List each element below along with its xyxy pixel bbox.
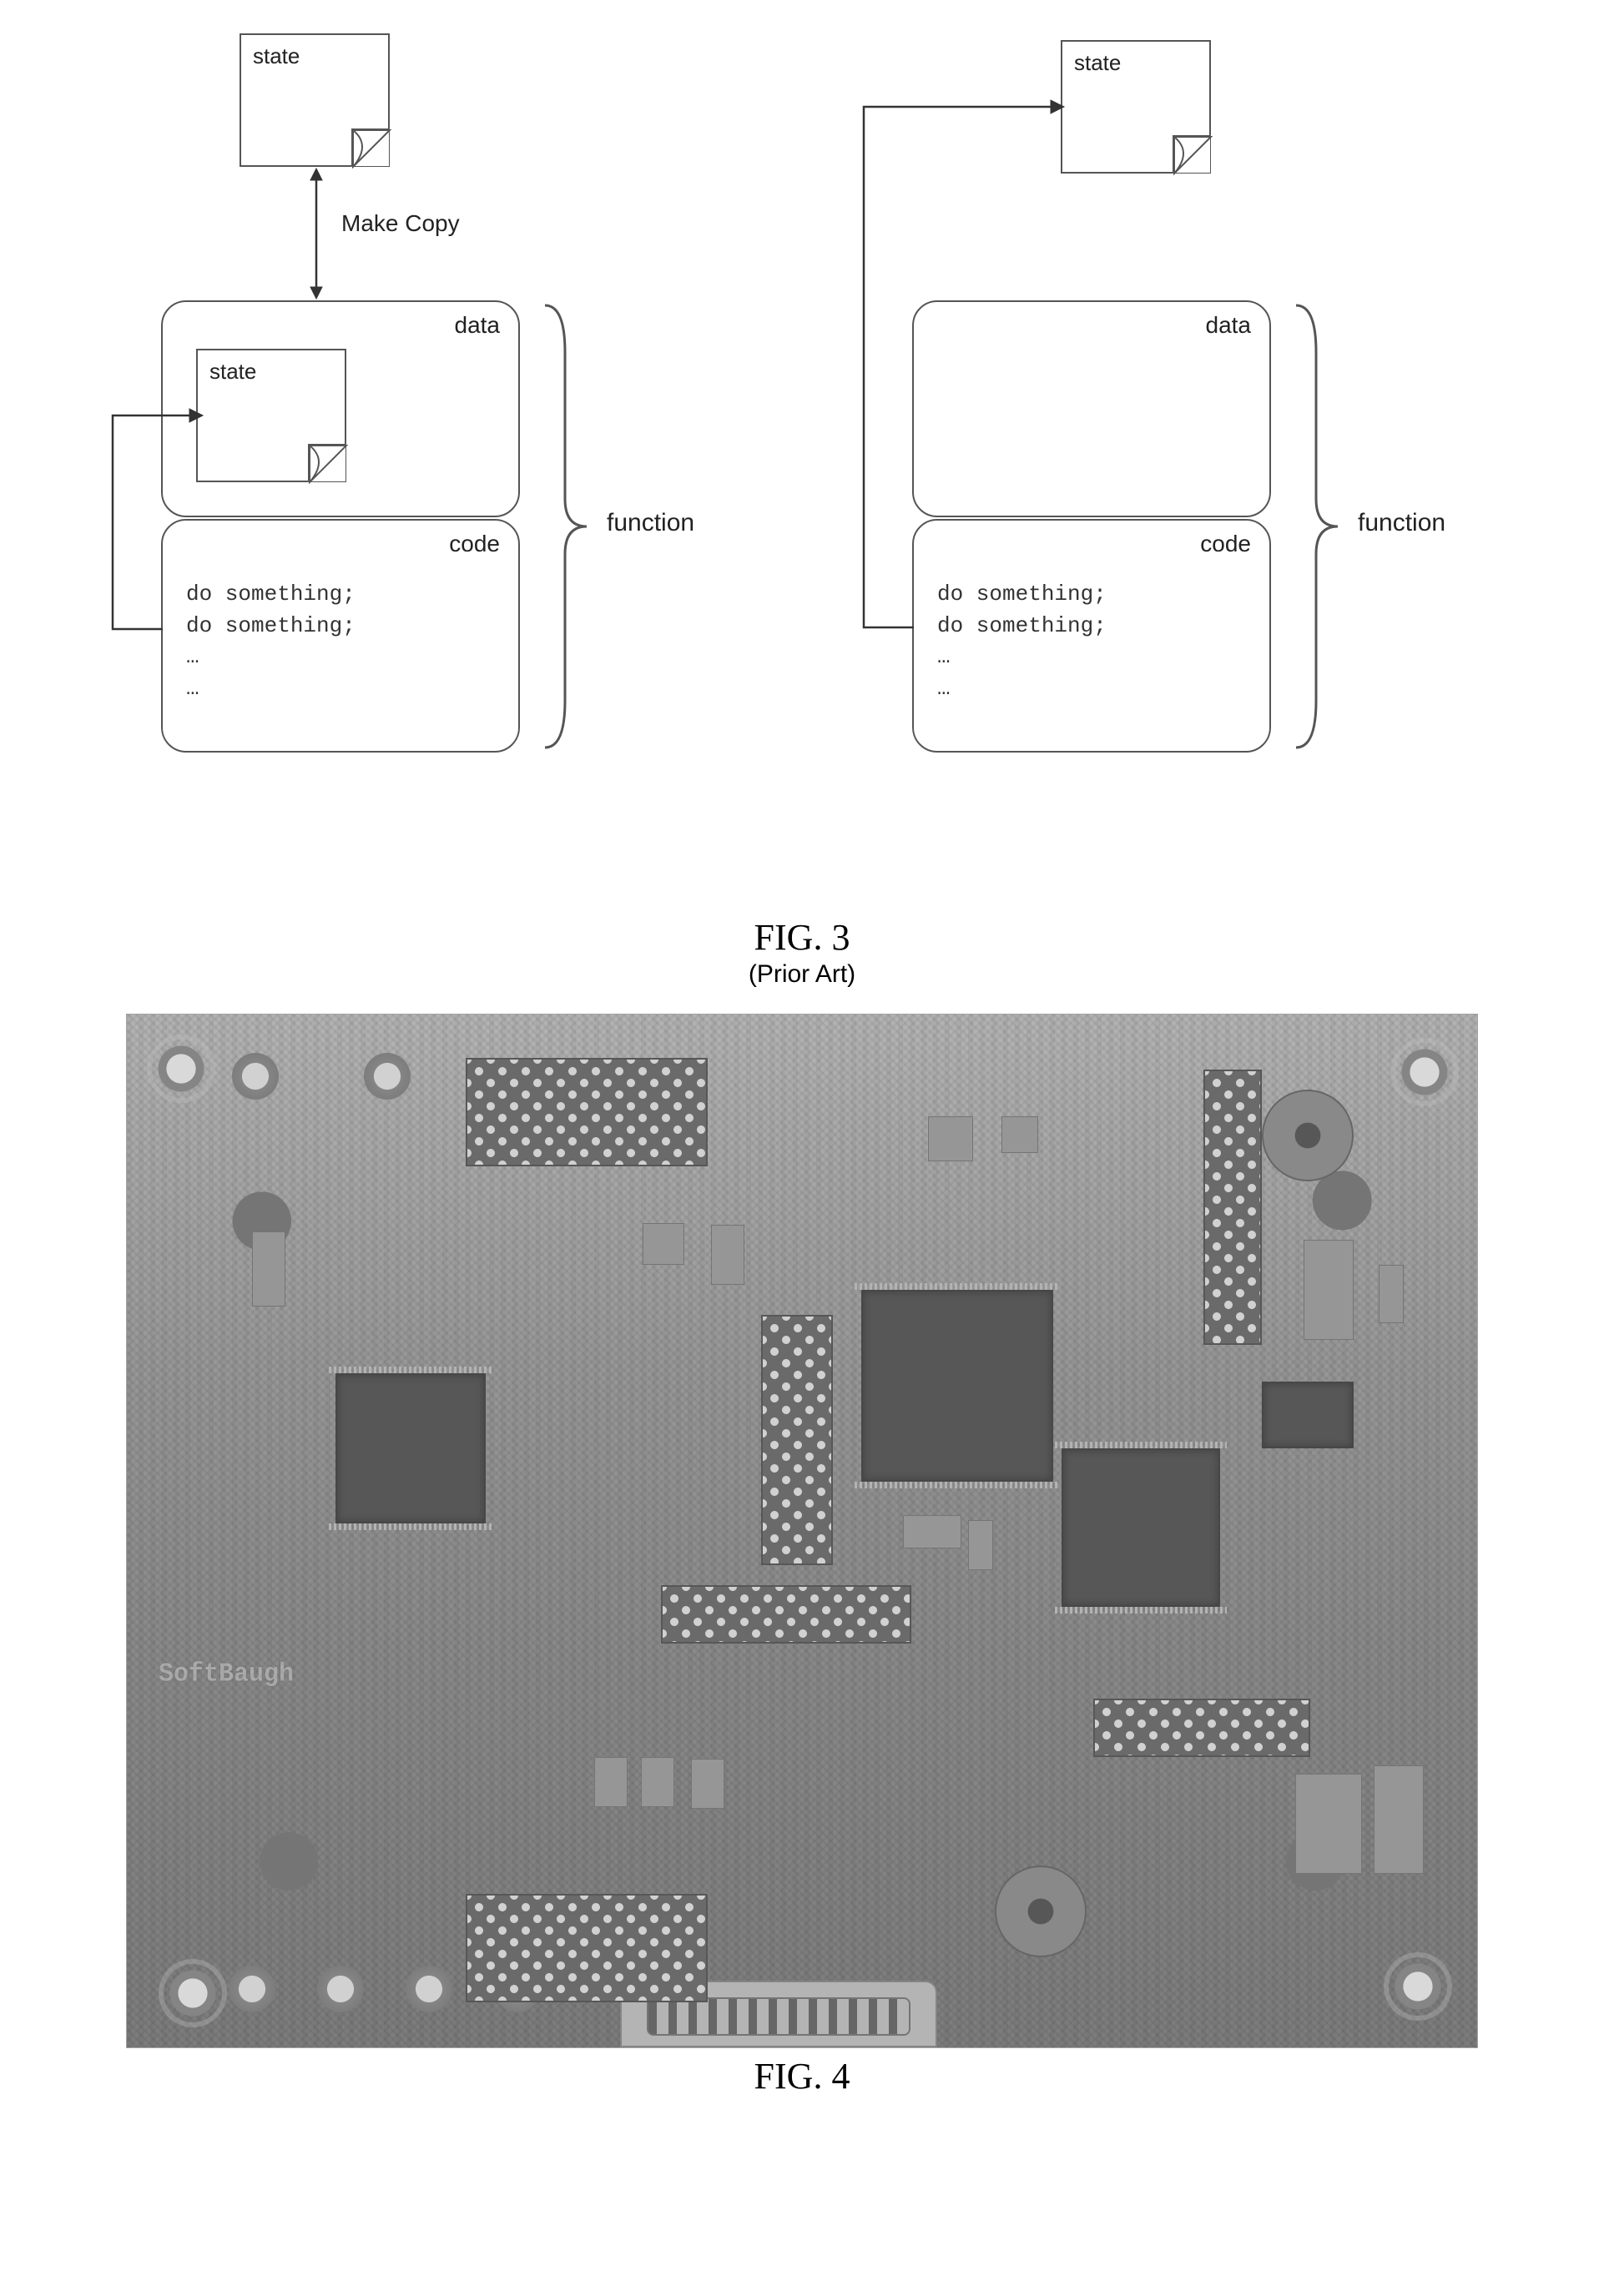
smd-component bbox=[641, 1757, 674, 1807]
dogear-fold-icon bbox=[353, 130, 390, 167]
make-copy-label: Make Copy bbox=[341, 210, 460, 237]
mounting-hole bbox=[1395, 1043, 1454, 1101]
pin-header bbox=[661, 1585, 911, 1644]
pin-header bbox=[466, 1894, 708, 2002]
mounting-hole bbox=[164, 1964, 222, 2022]
smd-component bbox=[968, 1520, 993, 1570]
fig3-caption-title: FIG. 3 bbox=[33, 916, 1571, 959]
figure-3-diagram: state Make Copy data state bbox=[51, 33, 1553, 909]
smd-component bbox=[928, 1116, 973, 1161]
code-box-left: code do something; do something; … … bbox=[161, 519, 520, 753]
pin-header bbox=[466, 1058, 708, 1166]
code-label: code bbox=[449, 531, 500, 557]
smd-component bbox=[643, 1223, 684, 1265]
state-label: state bbox=[1074, 50, 1121, 76]
data-label: data bbox=[455, 312, 501, 339]
smd-component bbox=[1001, 1116, 1038, 1153]
smd-component bbox=[594, 1757, 628, 1807]
push-button bbox=[232, 1053, 279, 1100]
smd-component bbox=[903, 1515, 961, 1548]
ic-chip bbox=[861, 1290, 1053, 1482]
code-label: code bbox=[1200, 531, 1251, 557]
fig3-caption-sub: (Prior Art) bbox=[33, 960, 1571, 989]
smd-component bbox=[691, 1759, 724, 1809]
smd-component bbox=[1295, 1774, 1362, 1874]
dogear-fold-icon bbox=[1174, 137, 1211, 174]
function-label-left: function bbox=[607, 509, 694, 537]
pcb-photo: SoftBaugh bbox=[126, 1014, 1478, 2048]
fig3-left-panel: state Make Copy data state bbox=[84, 33, 794, 826]
function-label-right: function bbox=[1358, 509, 1445, 537]
mounting-hole bbox=[1389, 1957, 1447, 2016]
push-button bbox=[229, 1966, 275, 2012]
fig3-right-panel: state data code do something; do somethi… bbox=[835, 33, 1545, 826]
fig4-caption-title: FIG. 4 bbox=[126, 2055, 1478, 2097]
audio-jack bbox=[995, 1866, 1087, 1957]
pcb-silk-text: SoftBaugh bbox=[159, 1659, 294, 1689]
brace-right bbox=[1291, 302, 1341, 751]
data-box-right: data bbox=[912, 300, 1271, 517]
smd-component bbox=[252, 1231, 285, 1307]
audio-jack bbox=[1262, 1090, 1354, 1181]
smd-component bbox=[1374, 1765, 1424, 1874]
ic-chip bbox=[1262, 1382, 1354, 1448]
pin-header bbox=[761, 1315, 833, 1565]
make-copy-arrow-icon bbox=[308, 169, 325, 299]
ic-chip bbox=[1062, 1448, 1220, 1607]
state-note-inner-left: state bbox=[196, 349, 346, 482]
fig3-caption: FIG. 3 (Prior Art) bbox=[33, 916, 1571, 989]
mounting-hole bbox=[152, 1040, 210, 1098]
state-label: state bbox=[253, 43, 300, 69]
pin-header bbox=[1093, 1699, 1310, 1757]
dogear-fold-icon bbox=[310, 446, 346, 482]
push-button bbox=[406, 1966, 452, 2012]
smd-component bbox=[1379, 1265, 1404, 1323]
fig4-caption: FIG. 4 bbox=[126, 2055, 1478, 2097]
state-note-top-left: state bbox=[240, 33, 390, 167]
pin-header bbox=[1203, 1070, 1262, 1345]
push-button bbox=[317, 1966, 364, 2012]
code-box-right: code do something; do something; … … bbox=[912, 519, 1271, 753]
state-label: state bbox=[209, 359, 256, 385]
push-button bbox=[364, 1053, 411, 1100]
state-note-top-right: state bbox=[1061, 40, 1211, 174]
brace-left bbox=[540, 302, 590, 751]
smd-component bbox=[1304, 1240, 1354, 1340]
figure-4-wrapper: SoftBaugh FIG. 4 bbox=[126, 1014, 1478, 2097]
code-lines: do something; do something; … … bbox=[186, 579, 356, 705]
ic-chip bbox=[335, 1373, 486, 1523]
smd-component bbox=[711, 1225, 744, 1285]
code-lines: do something; do something; … … bbox=[937, 579, 1107, 705]
data-label: data bbox=[1206, 312, 1252, 339]
